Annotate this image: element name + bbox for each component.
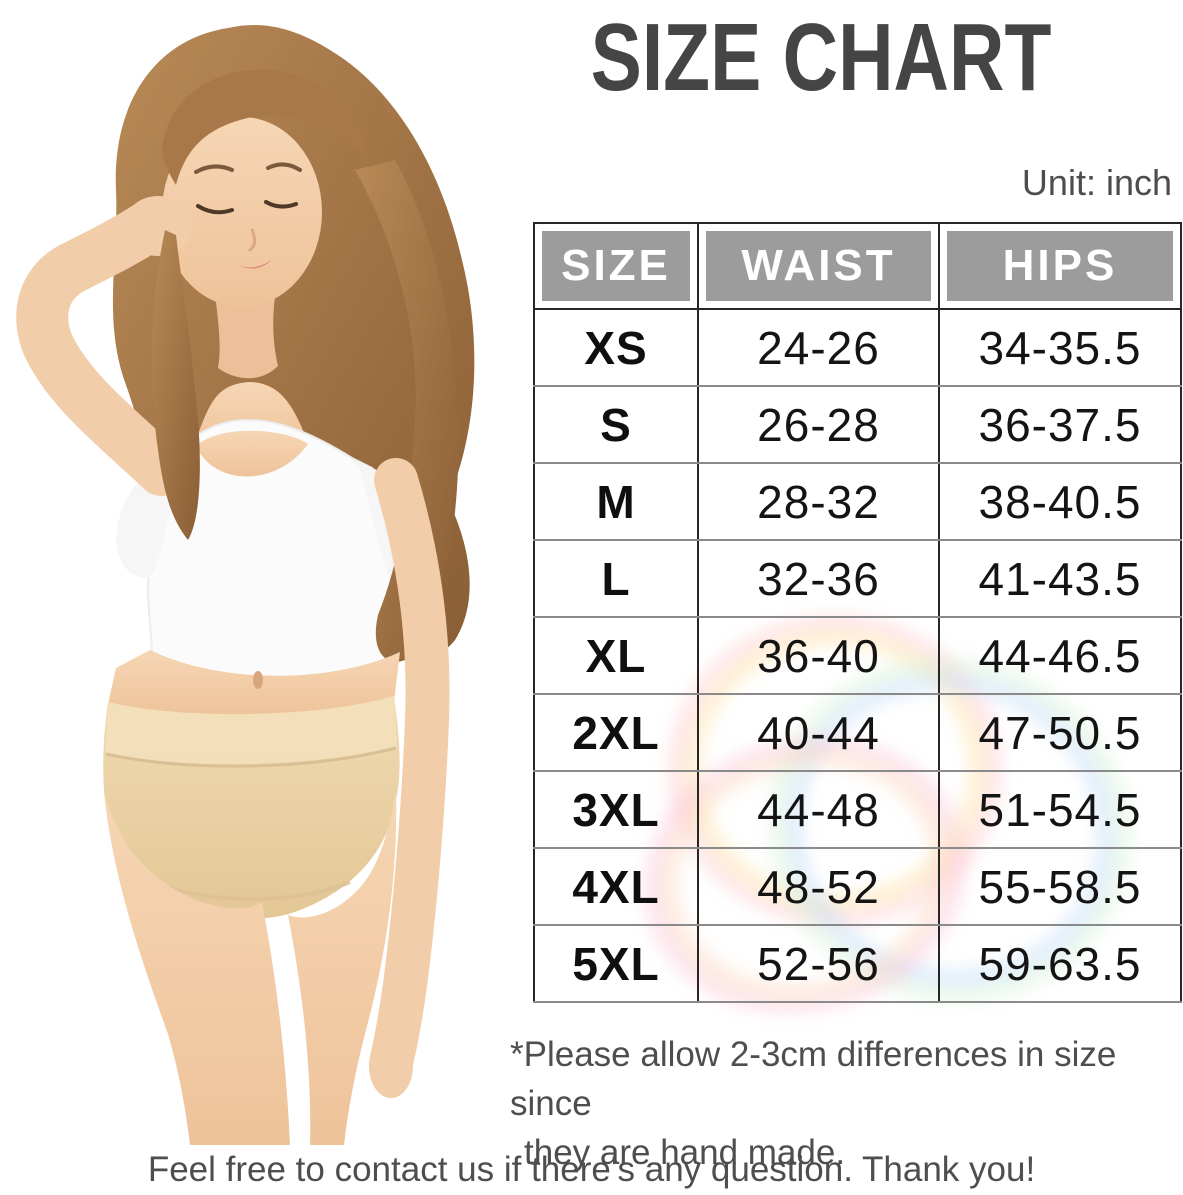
size-table: SIZE WAIST HIPS XS 24-26 34-35.5 S 26-28 36-3… (533, 222, 1182, 1003)
navel (253, 671, 263, 689)
eyebrow-left (194, 164, 234, 174)
table-row: XL 36-40 44-46.5 (533, 616, 1182, 695)
column-header-size: SIZE (533, 222, 699, 310)
model-head (162, 69, 368, 379)
neck (214, 285, 278, 379)
hips-cell: 44-46.5 (938, 616, 1182, 695)
waist-cell: 32-36 (697, 539, 940, 618)
table-row: S 26-28 36-37.5 (533, 385, 1182, 464)
table-row: 2XL 40-44 47-50.5 (533, 693, 1182, 772)
header-row: SIZE WAIST HIPS (533, 222, 1182, 310)
size-note: *Please allow 2-3cm differences in size … (510, 1030, 1183, 1177)
size-cell: XS (533, 308, 699, 387)
table-row: L 32-36 41-43.5 (533, 539, 1182, 618)
size-note-line1: *Please allow 2-3cm differences in size … (510, 1035, 1117, 1123)
eye-right (264, 200, 298, 209)
size-cell: 3XL (533, 770, 699, 849)
size-table-header: SIZE WAIST HIPS (533, 222, 1182, 310)
hips-cell: 38-40.5 (938, 462, 1182, 541)
size-table-body: XS 24-26 34-35.5 S 26-28 36-37.5 M 28-32 38-40.5… (533, 308, 1182, 1003)
hips-cell: 41-43.5 (938, 539, 1182, 618)
size-cell: L (533, 539, 699, 618)
size-cell: 4XL (533, 847, 699, 926)
hips-cell: 36-37.5 (938, 385, 1182, 464)
hips-cell: 59-63.5 (938, 924, 1182, 1003)
waist-cell: 26-28 (697, 385, 940, 464)
model-lower-body (103, 650, 400, 1145)
table-row: 4XL 48-52 55-58.5 (533, 847, 1182, 926)
size-cell: M (533, 462, 699, 541)
waist-cell: 36-40 (697, 616, 940, 695)
nose (248, 228, 257, 252)
briefs-waistband (105, 696, 397, 765)
table-row: 5XL 52-56 59-63.5 (533, 924, 1182, 1003)
model-hanging-arm (369, 458, 450, 1098)
hanging-arm (370, 458, 450, 1080)
neckline-skin (196, 430, 308, 477)
leg-left (104, 792, 290, 1145)
size-cell: 5XL (533, 924, 699, 1003)
hips-cell: 55-58.5 (938, 847, 1182, 926)
table-row: M 28-32 38-40.5 (533, 462, 1182, 541)
raised-arm (16, 198, 188, 496)
waist-cell: 40-44 (697, 693, 940, 772)
page-title-wrap: SIZE CHART (533, 6, 1070, 110)
hanging-hand (369, 1034, 413, 1098)
column-header-hips: HIPS (938, 222, 1182, 310)
size-note-line2: they are hand made. (524, 1133, 846, 1172)
lips (232, 260, 272, 269)
table-row: XS 24-26 34-35.5 (533, 308, 1182, 387)
contact-message: Feel free to contact us if there's any q… (147, 1150, 1036, 1189)
size-cell: S (533, 385, 699, 464)
hair-strand-left (151, 230, 200, 540)
waist-cell: 52-56 (697, 924, 940, 1003)
hair-fringe (162, 69, 368, 185)
waist-cell: 44-48 (697, 770, 940, 849)
size-cell: 2XL (533, 693, 699, 772)
hips-cell: 47-50.5 (938, 693, 1182, 772)
waist-cell: 48-52 (697, 847, 940, 926)
waist-cell: 24-26 (697, 308, 940, 387)
page-title: SIZE CHART (590, 4, 1052, 111)
briefs-seam (105, 746, 397, 768)
model-photo (16, 24, 475, 1145)
size-cell: XL (533, 616, 699, 695)
leg-right (288, 790, 397, 1145)
hips-cell: 51-54.5 (938, 770, 1182, 849)
hips-cell: 34-35.5 (938, 308, 1182, 387)
unit-label: Unit: inch (1021, 162, 1172, 203)
eyebrow-right (266, 162, 302, 172)
raised-hand (124, 196, 192, 256)
table-row: 3XL 44-48 51-54.5 (533, 770, 1182, 849)
eye-left (196, 204, 234, 215)
column-header-waist: WAIST (697, 222, 940, 310)
waist-cell: 28-32 (697, 462, 940, 541)
